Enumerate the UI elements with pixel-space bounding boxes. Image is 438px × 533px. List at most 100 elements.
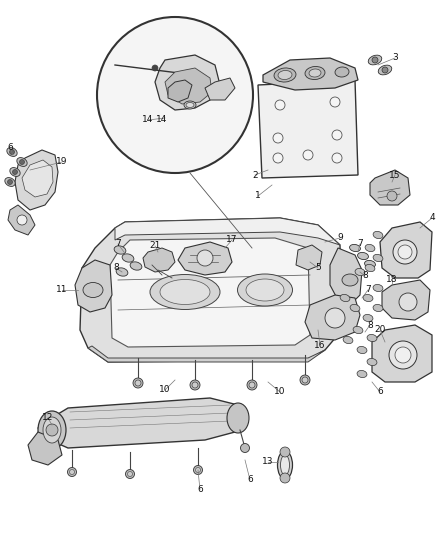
Circle shape <box>393 240 417 264</box>
Ellipse shape <box>350 304 360 312</box>
Text: 11: 11 <box>56 286 68 295</box>
Ellipse shape <box>114 246 126 254</box>
Ellipse shape <box>373 231 383 239</box>
Ellipse shape <box>335 67 349 77</box>
Circle shape <box>387 191 397 201</box>
Text: 8: 8 <box>113 263 119 272</box>
Ellipse shape <box>368 55 382 65</box>
Ellipse shape <box>373 304 383 312</box>
Circle shape <box>372 57 378 63</box>
Circle shape <box>399 293 417 311</box>
Ellipse shape <box>309 69 321 77</box>
Text: 20: 20 <box>374 326 386 335</box>
Ellipse shape <box>186 102 194 108</box>
Circle shape <box>395 347 411 363</box>
Ellipse shape <box>247 380 257 390</box>
Text: 14: 14 <box>156 116 168 125</box>
Text: 2: 2 <box>252 171 258 180</box>
Ellipse shape <box>357 370 367 377</box>
Circle shape <box>389 341 417 369</box>
Ellipse shape <box>364 261 375 268</box>
Text: 19: 19 <box>56 157 68 166</box>
Polygon shape <box>15 150 58 210</box>
Text: 3: 3 <box>392 53 398 62</box>
Ellipse shape <box>190 380 200 390</box>
Ellipse shape <box>249 382 255 388</box>
Ellipse shape <box>67 467 77 477</box>
Circle shape <box>275 100 285 110</box>
Ellipse shape <box>373 285 383 292</box>
Polygon shape <box>372 325 432 382</box>
Text: 18: 18 <box>386 276 398 285</box>
Text: 14: 14 <box>142 116 154 125</box>
Polygon shape <box>8 205 35 235</box>
Circle shape <box>303 150 313 160</box>
Ellipse shape <box>340 294 350 302</box>
Text: 4: 4 <box>429 214 435 222</box>
Text: 16: 16 <box>314 341 326 350</box>
Ellipse shape <box>353 326 363 334</box>
Text: 7: 7 <box>365 286 371 295</box>
Text: 17: 17 <box>226 236 238 245</box>
Ellipse shape <box>363 294 373 302</box>
Text: 1: 1 <box>255 191 261 200</box>
Ellipse shape <box>373 254 383 262</box>
Ellipse shape <box>194 465 202 474</box>
Ellipse shape <box>367 334 377 342</box>
Ellipse shape <box>305 67 325 79</box>
Circle shape <box>10 149 14 155</box>
Text: 21: 21 <box>149 241 161 251</box>
Polygon shape <box>305 295 360 340</box>
Polygon shape <box>88 346 325 362</box>
Polygon shape <box>75 260 112 312</box>
Ellipse shape <box>70 470 74 474</box>
Ellipse shape <box>278 451 293 479</box>
Circle shape <box>382 67 388 73</box>
Polygon shape <box>22 160 53 197</box>
Ellipse shape <box>357 346 367 353</box>
Polygon shape <box>115 218 340 245</box>
Ellipse shape <box>83 282 103 297</box>
Ellipse shape <box>184 101 196 109</box>
Ellipse shape <box>17 158 27 166</box>
Text: 6: 6 <box>247 475 253 484</box>
Text: 13: 13 <box>262 457 274 466</box>
Text: 8: 8 <box>367 320 373 329</box>
Ellipse shape <box>342 274 358 286</box>
Circle shape <box>13 169 18 174</box>
Text: 5: 5 <box>315 263 321 272</box>
Text: 15: 15 <box>389 171 401 180</box>
Ellipse shape <box>127 472 133 477</box>
Circle shape <box>20 159 25 165</box>
Text: 10: 10 <box>274 387 286 397</box>
Polygon shape <box>263 58 358 90</box>
Ellipse shape <box>126 470 134 479</box>
Ellipse shape <box>150 274 220 310</box>
Ellipse shape <box>135 380 141 386</box>
Ellipse shape <box>280 473 290 483</box>
Text: 6: 6 <box>197 486 203 495</box>
Circle shape <box>152 65 158 71</box>
Circle shape <box>398 245 412 259</box>
Ellipse shape <box>38 411 66 449</box>
Text: 7: 7 <box>115 239 121 248</box>
Ellipse shape <box>10 167 20 176</box>
Polygon shape <box>380 222 432 278</box>
Ellipse shape <box>237 274 293 306</box>
Text: 6: 6 <box>7 143 13 152</box>
Ellipse shape <box>367 359 377 366</box>
Ellipse shape <box>5 177 15 187</box>
Circle shape <box>330 97 340 107</box>
Circle shape <box>332 153 342 163</box>
Ellipse shape <box>7 148 17 156</box>
Polygon shape <box>382 280 430 320</box>
Ellipse shape <box>365 244 375 252</box>
Ellipse shape <box>195 467 201 472</box>
Text: 9: 9 <box>337 233 343 243</box>
Ellipse shape <box>274 68 296 82</box>
Ellipse shape <box>363 314 373 321</box>
Ellipse shape <box>116 268 128 276</box>
Ellipse shape <box>130 262 142 270</box>
Polygon shape <box>370 170 410 205</box>
Polygon shape <box>28 432 62 465</box>
